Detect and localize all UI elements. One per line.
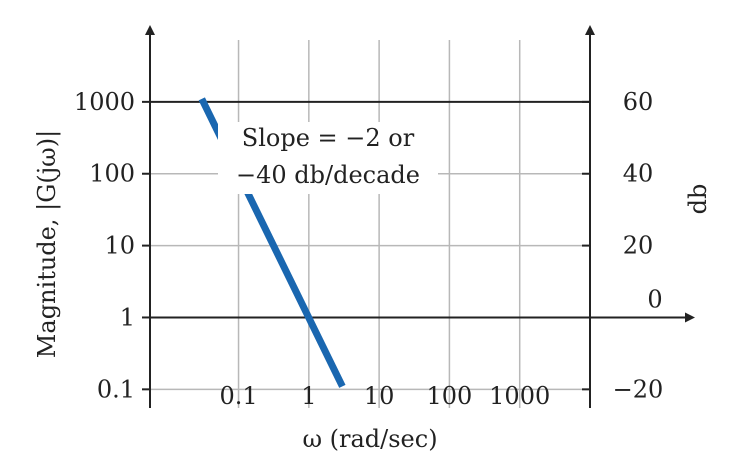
x-tick-label: 100 (427, 382, 473, 410)
y-tick-label: 1000 (74, 88, 135, 116)
y2-tick-label: 40 (623, 160, 654, 188)
tick-labels: 0.1 1 10 100 1000 −20 0 20 40 60 0.1 1 10 100 1000 (74, 88, 663, 410)
y2-axis-label: db (684, 184, 712, 215)
y-tick-label: 10 (104, 232, 135, 260)
y-tick-label: 0.1 (97, 375, 135, 403)
x-tick-label: 1 (301, 382, 316, 410)
x-tick-label: 1000 (489, 382, 550, 410)
axes (142, 25, 695, 408)
y-axis-label: Magnitude, |G(jω)| (33, 130, 62, 358)
y2-tick-label: 0 (647, 285, 662, 313)
y-tick-label: 1 (120, 303, 135, 331)
y2-tick-label: 60 (623, 88, 654, 116)
slope-annotation: Slope = −2 or −40 db/decade (218, 122, 438, 194)
annotation-line-2: −40 db/decade (236, 161, 420, 189)
grid (150, 40, 590, 408)
x-tick-label: 10 (364, 382, 395, 410)
annotation-background (218, 122, 438, 194)
x-tick-label: 0.1 (219, 382, 257, 410)
y2-tick-label: 20 (623, 232, 654, 260)
annotation-line-1: Slope = −2 or (242, 124, 415, 152)
y-tick-label: 100 (89, 160, 135, 188)
y2-tick-label: −20 (613, 375, 664, 403)
x-axis-label: ω (rad/sec) (302, 425, 437, 453)
